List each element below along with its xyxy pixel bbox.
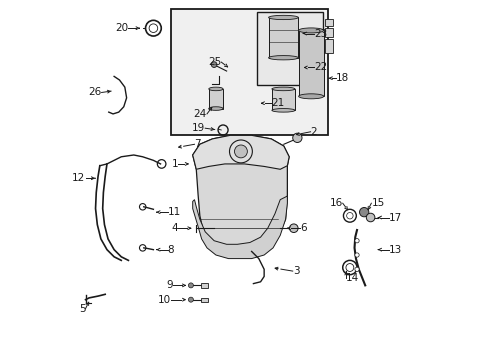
Polygon shape <box>192 135 288 169</box>
Text: 19: 19 <box>192 123 205 133</box>
Text: 1: 1 <box>171 159 178 169</box>
Bar <box>324 19 332 26</box>
Circle shape <box>292 133 302 143</box>
Bar <box>268 18 298 58</box>
Bar <box>171 9 328 135</box>
Polygon shape <box>192 196 287 258</box>
Text: 24: 24 <box>193 109 206 119</box>
Circle shape <box>289 224 298 233</box>
Bar <box>201 297 207 302</box>
Text: 20: 20 <box>115 23 128 33</box>
Ellipse shape <box>268 55 298 60</box>
Text: 9: 9 <box>166 280 173 291</box>
Circle shape <box>366 213 374 222</box>
Text: 14: 14 <box>346 273 359 283</box>
Text: 6: 6 <box>299 223 306 233</box>
Circle shape <box>188 297 193 302</box>
Bar <box>271 89 294 111</box>
Text: 21: 21 <box>271 98 284 108</box>
Text: 12: 12 <box>72 173 85 183</box>
Circle shape <box>234 145 247 158</box>
Text: 17: 17 <box>388 212 402 222</box>
Text: 10: 10 <box>158 295 171 305</box>
Circle shape <box>354 267 358 271</box>
Ellipse shape <box>208 107 223 111</box>
Text: 7: 7 <box>194 139 201 149</box>
Polygon shape <box>192 135 288 251</box>
Circle shape <box>211 62 217 67</box>
Text: 22: 22 <box>313 63 327 72</box>
Text: 3: 3 <box>292 266 299 276</box>
Ellipse shape <box>298 94 323 99</box>
Text: 4: 4 <box>171 223 178 233</box>
Text: 26: 26 <box>88 87 102 98</box>
Text: 18: 18 <box>335 73 348 83</box>
Bar <box>324 28 332 37</box>
Bar <box>201 283 207 288</box>
Text: 11: 11 <box>167 207 181 217</box>
Text: 16: 16 <box>329 198 342 208</box>
Text: 2: 2 <box>310 127 317 137</box>
Bar <box>208 89 223 109</box>
Bar <box>257 12 323 85</box>
Circle shape <box>354 239 358 243</box>
Text: 15: 15 <box>370 198 384 208</box>
Text: 25: 25 <box>207 57 221 67</box>
Bar <box>298 30 323 96</box>
Ellipse shape <box>271 109 294 112</box>
Text: 5: 5 <box>79 303 85 314</box>
Bar <box>171 9 328 135</box>
Ellipse shape <box>298 28 323 33</box>
Circle shape <box>359 207 368 217</box>
Bar <box>324 39 332 53</box>
Ellipse shape <box>271 87 294 91</box>
Bar <box>257 12 323 85</box>
Text: 23: 23 <box>313 28 327 39</box>
Text: 8: 8 <box>167 245 174 255</box>
Ellipse shape <box>268 15 298 19</box>
Ellipse shape <box>208 87 223 91</box>
Circle shape <box>188 283 193 288</box>
Text: 13: 13 <box>388 245 402 255</box>
Circle shape <box>354 253 358 257</box>
